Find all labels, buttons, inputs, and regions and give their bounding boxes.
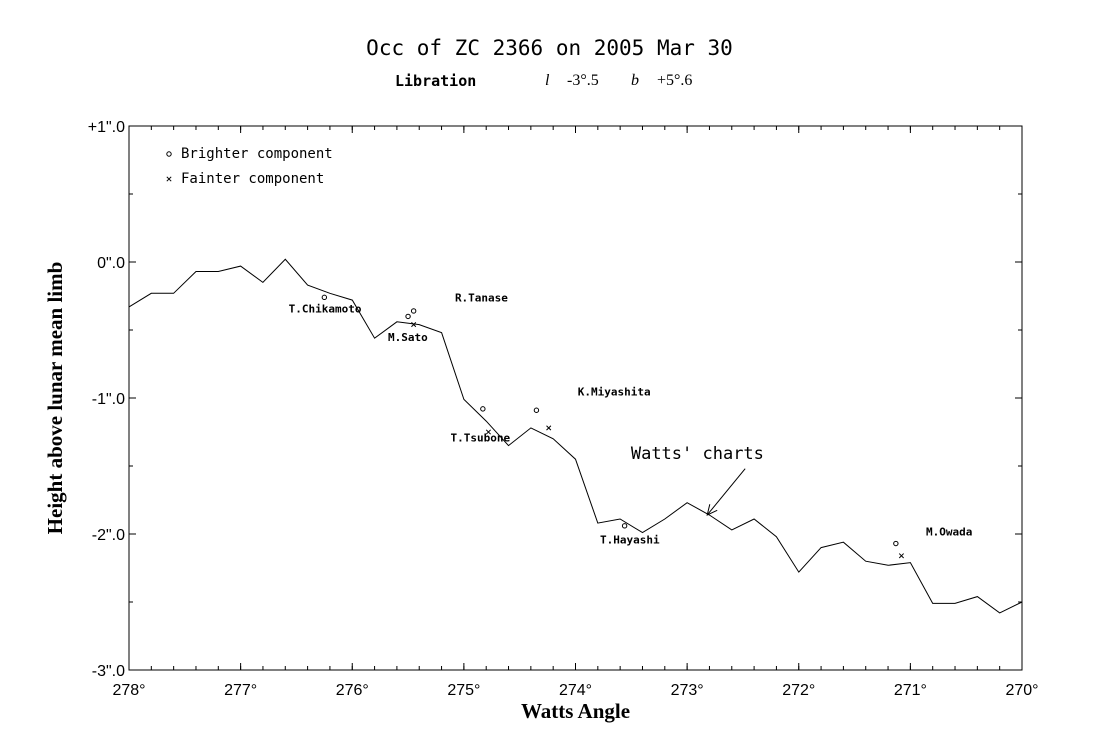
x-tick-label: 273°	[671, 682, 704, 699]
libration-label: Libration	[395, 72, 477, 90]
legend-fainter-marker	[166, 176, 172, 182]
legend-brighter-label: Brighter component	[181, 146, 333, 162]
y-axis-label: Height above lunar mean limb	[43, 262, 67, 535]
brighter-marker	[533, 407, 540, 413]
fainter-marker	[546, 425, 552, 431]
x-axis-label: Watts Angle	[521, 699, 630, 723]
brighter-marker	[410, 308, 417, 314]
x-tick-label: 277°	[224, 682, 257, 699]
libration-line: Libration l -3°.5 b +5°.6	[395, 72, 692, 90]
brighter-marker	[405, 313, 411, 320]
observer-label: M.Owada	[926, 525, 972, 538]
limb-profile-line	[128, 258, 1023, 614]
observer-label: M.Sato	[388, 331, 428, 344]
annotation-label: Watts' charts	[631, 444, 764, 464]
brighter-marker	[621, 523, 628, 529]
x-tick-label: 271°	[894, 682, 927, 699]
legend-brighter-marker	[166, 151, 172, 157]
x-tick-label: 274°	[559, 682, 592, 699]
y-tick-label: -3".0	[92, 663, 125, 680]
y-tick-label: 0".0	[97, 255, 125, 272]
plot-frame	[128, 125, 1023, 671]
libration-b-symbol: b	[631, 72, 639, 89]
observer-label: R.Tanase	[455, 291, 508, 304]
brighter-marker	[480, 406, 486, 412]
libration-b-value: +5°.6	[657, 72, 693, 89]
observer-label: T.Chikamoto	[289, 302, 362, 315]
y-tick-label: -1".0	[92, 391, 125, 408]
y-tick-label: +1".0	[88, 119, 125, 136]
observer-label: T.Tsubone	[450, 432, 510, 445]
observer-label: K.Miyashita	[578, 385, 651, 398]
brighter-marker	[893, 540, 899, 547]
fainter-marker	[411, 322, 417, 328]
annotation-arrow-shaft	[706, 468, 746, 516]
fainter-marker	[485, 429, 491, 435]
legend-fainter-label: Fainter component	[181, 171, 324, 187]
chart-title: Occ of ZC 2366 on 2005 Mar 30	[366, 36, 733, 60]
brighter-marker	[321, 294, 328, 301]
libration-l-symbol: l	[545, 72, 550, 89]
observer-label: T.Hayashi	[600, 534, 660, 547]
libration-l-value: -3°.5	[567, 72, 599, 89]
annotation-arrow-head	[706, 504, 718, 516]
x-tick-label: 275°	[447, 682, 480, 699]
x-tick-label: 270°	[1005, 682, 1038, 699]
x-tick-label: 272°	[782, 682, 815, 699]
y-tick-label: -2".0	[92, 527, 125, 544]
fainter-marker	[898, 553, 904, 559]
x-tick-label: 276°	[336, 682, 369, 699]
x-tick-label: 278°	[112, 682, 145, 699]
